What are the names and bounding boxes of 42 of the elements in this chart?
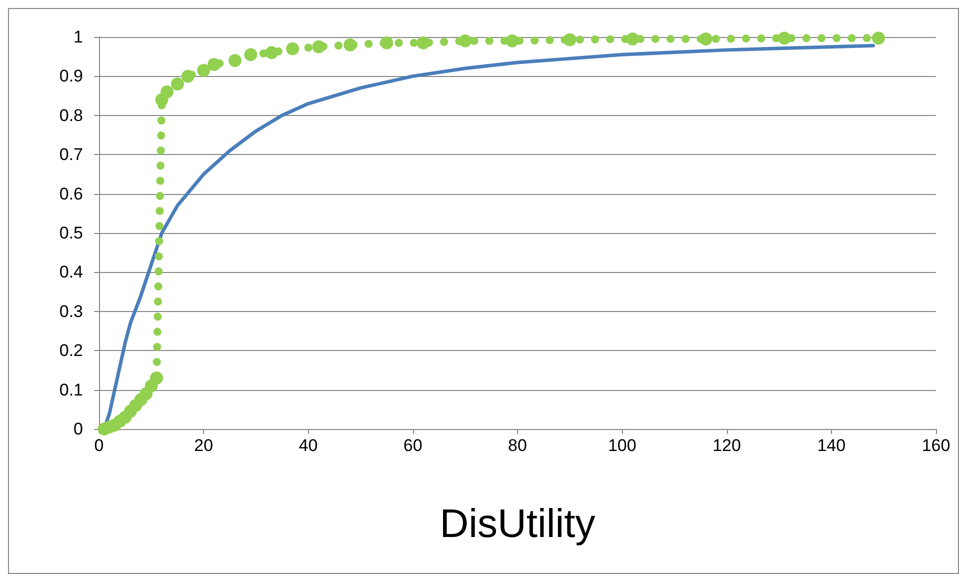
x-tick-label: 140 <box>817 436 846 455</box>
x-tick-label: 80 <box>508 436 527 455</box>
y-tick-label: 0.5 <box>59 224 83 242</box>
x-tick-label: 60 <box>403 436 422 455</box>
point <box>181 70 194 83</box>
point <box>244 48 258 62</box>
y-tick-label: 0.1 <box>59 380 83 400</box>
point <box>312 40 326 54</box>
point <box>458 34 472 48</box>
y-tick-label: 0.9 <box>59 66 83 86</box>
y-tick-label: 0.6 <box>59 184 83 204</box>
point <box>563 33 576 46</box>
x-tick-label: 0 <box>94 436 104 455</box>
point <box>170 78 184 91</box>
y-tick-label: 1 <box>74 28 83 46</box>
y-tick-label: 0.3 <box>59 302 83 321</box>
x-axis-title: DisUtility <box>440 502 596 546</box>
y-tick-label: 0.8 <box>59 106 83 125</box>
point <box>197 64 210 77</box>
point <box>778 32 791 45</box>
point <box>699 32 712 46</box>
point <box>208 58 221 71</box>
point <box>344 38 357 52</box>
x-tick-label: 100 <box>608 436 636 455</box>
point <box>872 32 885 45</box>
point <box>150 372 164 385</box>
point <box>286 42 300 56</box>
y-tick-label: 0.2 <box>59 341 83 360</box>
point <box>416 36 430 50</box>
y-tick-label: 0.7 <box>59 145 83 164</box>
x-tick-label: 120 <box>712 436 741 455</box>
point <box>380 36 394 50</box>
x-tick-label: 20 <box>194 436 214 455</box>
point <box>228 54 242 68</box>
point <box>506 34 519 48</box>
x-tick-label: 40 <box>298 436 318 455</box>
point <box>160 85 174 98</box>
x-tick-label: 160 <box>922 436 950 455</box>
point <box>265 46 278 60</box>
y-tick-label: 0.4 <box>59 262 83 282</box>
y-tick-label: 0 <box>74 420 83 438</box>
point <box>626 32 640 46</box>
